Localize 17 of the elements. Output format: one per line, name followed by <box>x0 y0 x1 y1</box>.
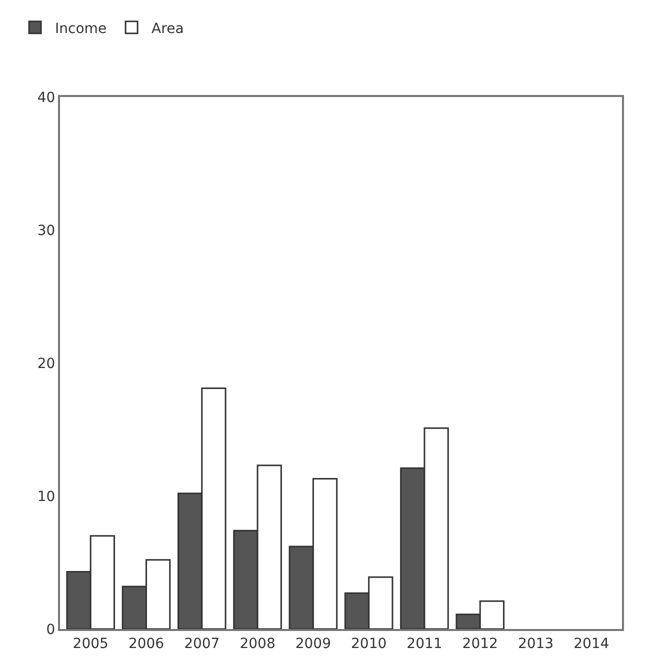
x-tick-label: 2012 <box>462 636 498 652</box>
y-tick-label: 30 <box>37 222 56 239</box>
y-tick-label: 40 <box>37 90 56 106</box>
x-tick-label: 2005 <box>72 636 108 652</box>
x-tick-label: 2006 <box>128 636 164 652</box>
legend-label: Income <box>55 20 107 37</box>
x-tick-label: 2009 <box>295 636 331 652</box>
y-tick-label: 0 <box>46 622 56 638</box>
legend-label: Area <box>152 20 184 37</box>
x-tick-label: 2011 <box>406 636 442 652</box>
x-tick-label: 2008 <box>240 636 276 652</box>
x-tick-label: 2007 <box>184 636 220 652</box>
x-tick-label: 2010 <box>351 636 387 652</box>
x-tick-label: 2013 <box>518 636 554 652</box>
x-tick-label: 2014 <box>574 636 610 652</box>
y-tick-label: 20 <box>37 356 56 372</box>
y-tick-label: 10 <box>37 488 56 505</box>
